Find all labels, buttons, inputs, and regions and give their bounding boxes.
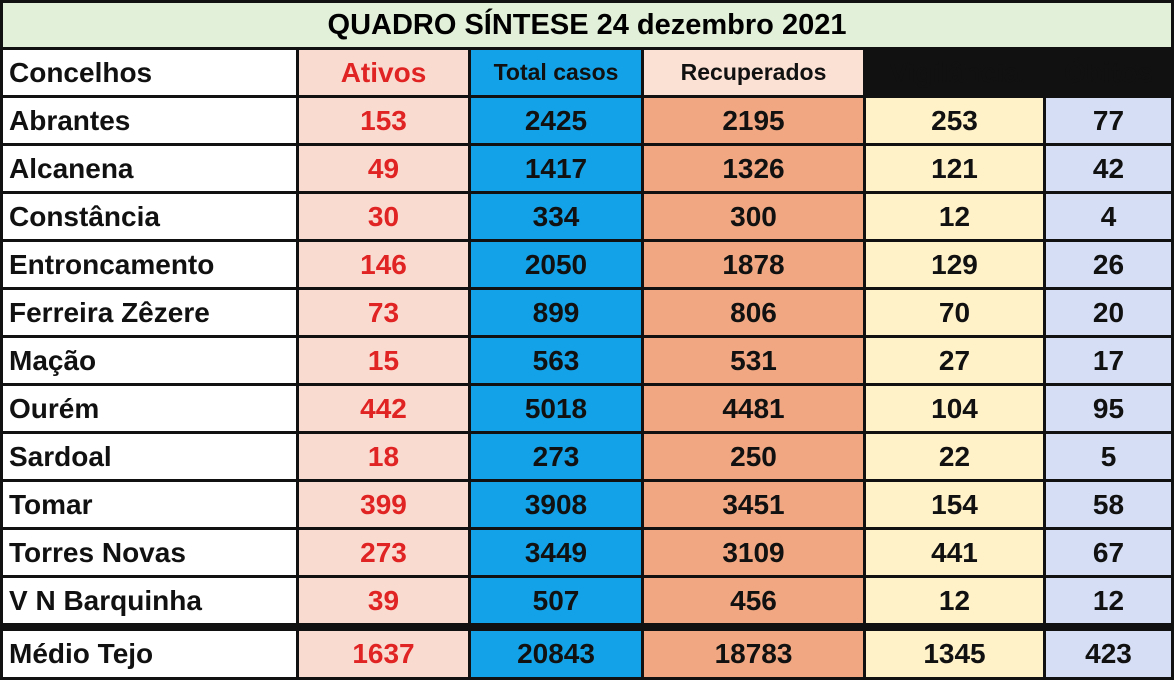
cell-value: 58 — [1046, 482, 1171, 527]
row-label: Tomar — [3, 482, 296, 527]
row-label: Constância — [3, 194, 296, 239]
row-label: V N Barquinha — [3, 578, 296, 623]
cell-value: 806 — [644, 290, 863, 335]
cell-value: 300 — [644, 194, 863, 239]
cell-value: 18 — [299, 434, 468, 479]
cell-value: 22 — [866, 434, 1043, 479]
column-header: Óbitos — [1064, 56, 1153, 88]
cell-value: 26 — [1046, 242, 1171, 287]
cell-value: 77 — [1046, 98, 1171, 143]
cell-value: 95 — [1046, 386, 1171, 431]
cell-value: 49 — [299, 146, 468, 191]
cell-value: 30 — [299, 194, 468, 239]
cell-value: 67 — [1046, 530, 1171, 575]
cell-value: 1326 — [644, 146, 863, 191]
cell-value: 3109 — [644, 530, 863, 575]
cell-value: 12 — [866, 578, 1043, 623]
row-label: Mação — [3, 338, 296, 383]
cell-value: 104 — [866, 386, 1043, 431]
cell-value: 456 — [644, 578, 863, 623]
row-label: Alcanena — [3, 146, 296, 191]
total-value: 423 — [1046, 631, 1171, 677]
cell-value: 399 — [299, 482, 468, 527]
cell-value: 2425 — [471, 98, 641, 143]
cell-value: 12 — [1046, 578, 1171, 623]
cell-value: 5018 — [471, 386, 641, 431]
cell-value: 4 — [1046, 194, 1171, 239]
cell-value: 334 — [471, 194, 641, 239]
cell-value: 121 — [866, 146, 1043, 191]
row-label: Abrantes — [3, 98, 296, 143]
cell-value: 3449 — [471, 530, 641, 575]
cell-value: 73 — [299, 290, 468, 335]
cell-value: 563 — [471, 338, 641, 383]
cell-value: 27 — [866, 338, 1043, 383]
cell-value: 42 — [1046, 146, 1171, 191]
cell-value: 1417 — [471, 146, 641, 191]
cell-value: 253 — [866, 98, 1043, 143]
cell-value: 531 — [644, 338, 863, 383]
cell-value: 507 — [471, 578, 641, 623]
cell-value: 3451 — [644, 482, 863, 527]
cell-value: 15 — [299, 338, 468, 383]
row-label: Entroncamento — [3, 242, 296, 287]
row-label: Ferreira Zêzere — [3, 290, 296, 335]
column-header: Concelhos — [3, 50, 296, 95]
column-header: Recuperados — [644, 50, 863, 95]
cell-value: 1878 — [644, 242, 863, 287]
cell-value: 899 — [471, 290, 641, 335]
cell-value: 273 — [299, 530, 468, 575]
cell-value: 250 — [644, 434, 863, 479]
cell-value: 39 — [299, 578, 468, 623]
cell-value: 2050 — [471, 242, 641, 287]
row-label: Torres Novas — [3, 530, 296, 575]
total-value: 1637 — [299, 631, 468, 677]
cell-value: 153 — [299, 98, 468, 143]
column-header: Vigilância — [889, 56, 1020, 88]
row-label: Ourém — [3, 386, 296, 431]
cell-value: 146 — [299, 242, 468, 287]
cell-value: 2195 — [644, 98, 863, 143]
cell-value: 273 — [471, 434, 641, 479]
cell-value: 154 — [866, 482, 1043, 527]
total-value: 20843 — [471, 631, 641, 677]
column-header: Total casos — [471, 50, 641, 95]
cell-value: 17 — [1046, 338, 1171, 383]
table-title: QUADRO SÍNTESE 24 dezembro 2021 — [3, 3, 1171, 47]
cell-value: 441 — [866, 530, 1043, 575]
total-label: Médio Tejo — [3, 631, 296, 677]
cell-value: 70 — [866, 290, 1043, 335]
total-value: 18783 — [644, 631, 863, 677]
row-label: Sardoal — [3, 434, 296, 479]
cell-value: 12 — [866, 194, 1043, 239]
cell-value: 20 — [1046, 290, 1171, 335]
column-header: Ativos — [299, 50, 468, 95]
total-value: 1345 — [866, 631, 1043, 677]
cell-value: 442 — [299, 386, 468, 431]
cell-value: 129 — [866, 242, 1043, 287]
cell-value: 4481 — [644, 386, 863, 431]
cell-value: 3908 — [471, 482, 641, 527]
cell-value: 5 — [1046, 434, 1171, 479]
